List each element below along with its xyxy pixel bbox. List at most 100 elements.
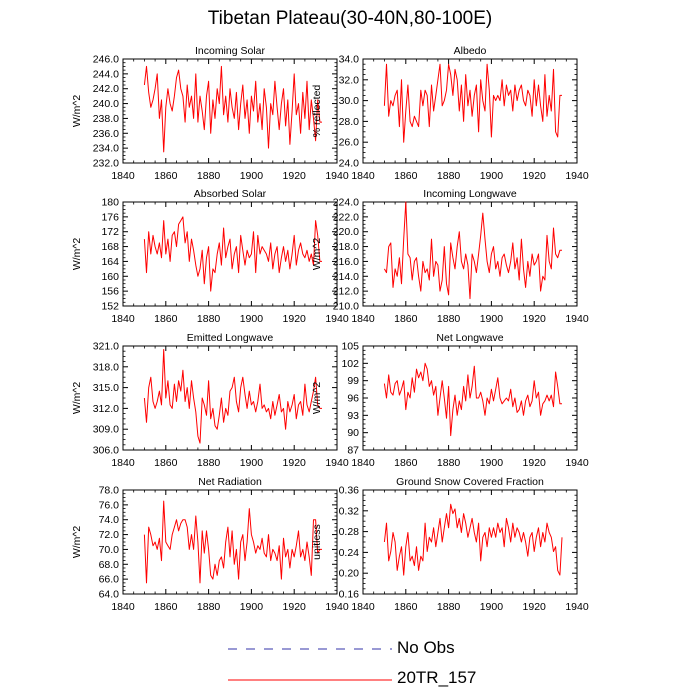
x-tick-label: 1900	[240, 457, 264, 469]
y-tick-label: 318.0	[93, 361, 119, 373]
x-tick-label: 1900	[480, 313, 504, 325]
y-tick-label: 90	[347, 427, 359, 439]
panel-2: Albedo % reflected 1840 1860 1880 1900 1920 194…	[311, 45, 589, 182]
series-line-20tr-157	[143, 500, 322, 584]
y-tick-label: 238.0	[93, 113, 119, 125]
x-tick-label: 1840	[351, 601, 375, 613]
y-tick-label: 105	[341, 341, 359, 353]
y-axis-label: W/m^2	[311, 382, 323, 415]
x-tick-label: 1880	[197, 313, 221, 325]
y-axis-label: W/m^2	[71, 526, 83, 559]
y-tick-label: 306.0	[93, 445, 119, 457]
x-tick-label: 1900	[480, 170, 504, 182]
y-tick-label: 96	[347, 393, 359, 405]
y-tick-label: 78.0	[99, 485, 120, 497]
x-tick-label: 1840	[351, 457, 375, 469]
y-tick-label: 246.0	[93, 54, 119, 66]
y-axis-label: % reflected	[311, 85, 323, 138]
y-tick-label: 212.0	[333, 286, 359, 298]
x-tick-label: 1920	[283, 457, 307, 469]
series-line-20tr-157	[143, 216, 322, 292]
x-tick-label: 1920	[283, 313, 307, 325]
y-tick-label: 156	[101, 286, 119, 298]
series-line-20tr-157	[383, 201, 562, 300]
y-tick-label: 30.0	[339, 95, 360, 107]
x-tick-label: 1840	[351, 313, 375, 325]
x-tick-label: 1900	[480, 457, 504, 469]
y-tick-label: 32.0	[339, 74, 360, 86]
panel-title: Net Radiation	[198, 476, 262, 488]
panel-4: Incoming Longwave W/m^2 1840 1860 1880 1900 19…	[311, 188, 589, 325]
y-tick-label: 66.0	[99, 574, 120, 586]
panel-title: Incoming Solar	[195, 45, 266, 57]
panel-1: Incoming Solar W/m^2 1840 1860 1880 1900 1920 1…	[71, 45, 349, 182]
y-tick-label: 312.0	[93, 403, 119, 415]
x-tick-label: 1840	[111, 170, 135, 182]
x-tick-label: 1900	[480, 601, 504, 613]
y-tick-label: 93	[347, 410, 359, 422]
y-tick-label: 218.0	[333, 241, 359, 253]
x-tick-label: 1940	[325, 601, 349, 613]
x-tick-label: 1920	[283, 170, 307, 182]
y-tick-label: 68.0	[99, 559, 120, 571]
y-axis-label: W/m^2	[71, 382, 83, 415]
panel-title: Absorbed Solar	[194, 188, 267, 200]
y-tick-label: 222.0	[333, 211, 359, 223]
panel-7: Net Radiation W/m^2 1840 1860 1880 1900 1920 19…	[71, 476, 349, 613]
y-tick-label: 28.0	[339, 116, 360, 128]
y-tick-label: 321.0	[93, 341, 119, 353]
x-tick-label: 1860	[154, 601, 178, 613]
y-tick-label: 244.0	[93, 68, 119, 80]
y-tick-label: 0.32	[339, 505, 360, 517]
legend-label-no-obs: No Obs	[397, 638, 455, 657]
figure-title: Tibetan Plateau(30-40N,80-100E)	[207, 8, 493, 29]
y-tick-label: 176	[101, 211, 119, 223]
x-tick-label: 1860	[154, 313, 178, 325]
y-tick-label: 240.0	[93, 98, 119, 110]
y-tick-label: 0.24	[339, 547, 360, 559]
y-tick-label: 315.0	[93, 382, 119, 394]
x-tick-label: 1860	[394, 601, 418, 613]
y-tick-label: 0.16	[339, 589, 360, 601]
panel-title: Albedo	[454, 45, 487, 57]
y-tick-label: 214.0	[333, 271, 359, 283]
y-tick-label: 220.0	[333, 226, 359, 238]
y-tick-label: 26.0	[339, 137, 360, 149]
y-tick-label: 0.28	[339, 526, 360, 538]
panel-title: Net Longwave	[436, 332, 503, 344]
x-tick-label: 1920	[523, 457, 547, 469]
panel-5: Emitted Longwave W/m^2 1840 1860 1880 1900 192…	[71, 332, 349, 469]
y-tick-label: 102	[341, 358, 359, 370]
plot-frame	[122, 201, 338, 307]
x-tick-label: 1860	[154, 170, 178, 182]
y-tick-label: 168	[101, 241, 119, 253]
y-tick-label: 87	[347, 445, 359, 457]
y-tick-label: 0.20	[339, 568, 360, 580]
y-tick-label: 76.0	[99, 499, 120, 511]
x-tick-label: 1860	[394, 170, 418, 182]
y-tick-label: 234.0	[93, 143, 119, 155]
x-tick-label: 1900	[240, 601, 264, 613]
x-tick-label: 1880	[197, 170, 221, 182]
y-axis-label: W/m^2	[71, 238, 83, 271]
y-tick-label: 309.0	[93, 424, 119, 436]
y-tick-label: 236.0	[93, 128, 119, 140]
x-tick-label: 1880	[437, 601, 461, 613]
y-tick-label: 72.0	[99, 529, 120, 541]
x-tick-label: 1840	[111, 457, 135, 469]
y-tick-label: 224.0	[333, 197, 359, 209]
y-tick-label: 160	[101, 271, 119, 283]
panel-title: Ground Snow Covered Fraction	[396, 476, 544, 488]
x-tick-label: 1900	[240, 313, 264, 325]
x-tick-label: 1940	[325, 313, 349, 325]
y-tick-label: 216.0	[333, 256, 359, 268]
legend-label-20tr-157: 20TR_157	[397, 668, 477, 687]
x-tick-label: 1940	[325, 457, 349, 469]
x-tick-label: 1940	[565, 313, 589, 325]
y-tick-label: 34.0	[339, 54, 360, 66]
series-line-20tr-157	[143, 65, 322, 153]
y-axis-label: unitless	[311, 524, 323, 560]
y-axis-label: W/m^2	[71, 95, 83, 128]
x-tick-label: 1920	[523, 601, 547, 613]
